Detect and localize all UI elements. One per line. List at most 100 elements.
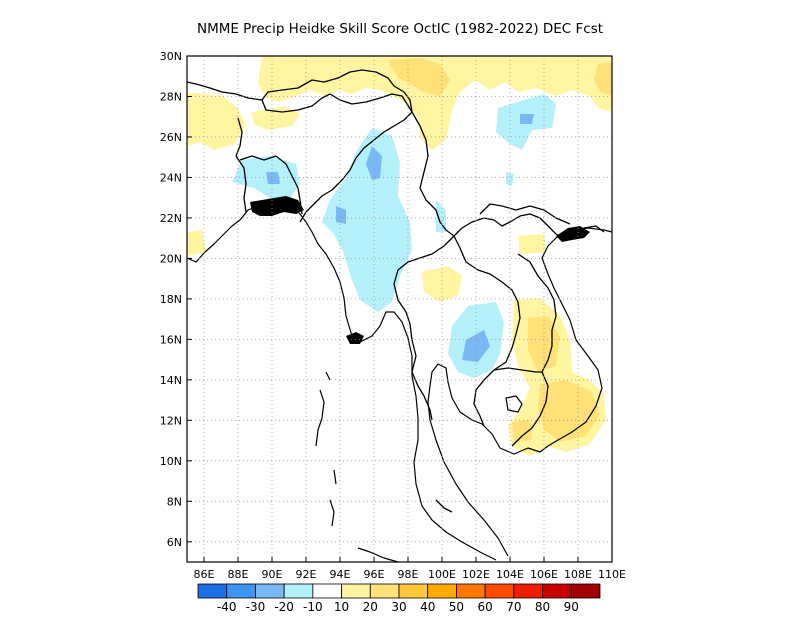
colorbar-swatch — [456, 583, 486, 599]
colorbar-swatch — [369, 583, 400, 599]
shade-myanmar-blue — [366, 146, 382, 180]
lat-tick-label: 24N — [160, 171, 182, 184]
shade-vietnam-yellow-dark — [538, 380, 600, 442]
lon-tick-label: 88E — [228, 568, 249, 581]
coastline-myanmar — [305, 221, 497, 561]
coastline-thailand-gulf — [429, 363, 483, 425]
lon-tick-label: 108E — [564, 568, 592, 581]
lat-tick-label: 10N — [160, 455, 182, 468]
colorbar-swatch — [255, 583, 285, 599]
andaman-islands — [315, 371, 337, 527]
shaded-regions — [187, 56, 612, 456]
colorbar-swatch — [197, 583, 228, 599]
chart-title: NMME Precip Heidke Skill Score OctIC (19… — [196, 21, 604, 37]
coastline-malay-east — [427, 385, 509, 557]
border-laos-vietnam — [517, 253, 557, 373]
border-thailand-malaysia — [435, 499, 453, 513]
sundarbans-fill — [250, 196, 304, 216]
colorbar-swatch — [484, 583, 515, 599]
border-bangladesh — [239, 155, 303, 215]
lon-tick-label: 100E — [428, 568, 456, 581]
colorbar-label: 90 — [564, 600, 579, 614]
border-china-vietnam — [479, 203, 571, 225]
border-thailand-cambodia — [473, 369, 495, 427]
lon-tick-label: 94E — [330, 568, 351, 581]
border-bhutan — [261, 93, 331, 113]
lat-tick-label: 18N — [160, 293, 182, 306]
colorbar-label: 60 — [478, 600, 493, 614]
lat-tick-labels: 6N 8N 10N 12N 14N 16N 18N 20N 22N 24N 26N 28N 30N — [160, 50, 192, 549]
lat-tick-label: 14N — [160, 374, 182, 387]
gridlines — [187, 56, 612, 562]
colorbar-label: -10 — [303, 600, 323, 614]
shade-small-cyan — [506, 172, 514, 186]
shade-small-cyan — [436, 200, 446, 232]
mouth-fill — [346, 332, 364, 344]
shade-myanmar-cyan — [322, 128, 412, 312]
lon-tick-label: 98E — [398, 568, 419, 581]
plot-frame — [186, 55, 613, 563]
shade-thai-blue — [462, 330, 490, 362]
lat-tick-label: 22N — [160, 212, 182, 225]
colorbar-swatch — [341, 583, 371, 599]
shade-bangladesh-cyan — [232, 156, 300, 198]
border-himalaya — [187, 69, 413, 113]
border-india-myanmar — [299, 111, 413, 223]
colorbar-label: -20 — [274, 600, 294, 614]
lat-tick-label: 20N — [160, 252, 182, 265]
colorbar-swatch — [312, 583, 342, 599]
lon-tick-label: 86E — [194, 568, 215, 581]
colorbar-swatch — [513, 583, 543, 599]
lon-tick-label: 106E — [530, 568, 558, 581]
coastline-india-east — [187, 219, 241, 263]
colorbar — [197, 583, 601, 599]
colorbar-swatch — [570, 583, 601, 599]
border-cambodia-vietnam — [511, 371, 549, 447]
lat-tick-label: 26N — [160, 131, 182, 144]
shade-nlaos-yellow — [518, 234, 546, 254]
lon-tick-label: 104E — [496, 568, 524, 581]
lon-tick-label: 90E — [262, 568, 283, 581]
colorbar-swatch — [226, 583, 256, 599]
border-arunachal — [329, 93, 413, 113]
shade-ne-india-yellow — [252, 106, 300, 130]
lat-tick-label: 6N — [167, 536, 182, 549]
coastline-cambodia — [481, 227, 612, 455]
border-myanmar-thailand — [393, 235, 455, 421]
colorbar-swatch — [283, 583, 314, 599]
colorbar-swatch — [398, 583, 429, 599]
lon-tick-label: 102E — [462, 568, 490, 581]
colorbar-label: 30 — [391, 600, 406, 614]
lat-tick-label: 16N — [160, 333, 182, 346]
border-china-laos — [453, 213, 567, 241]
colorbar-label: 10 — [334, 600, 349, 614]
lat-tick-label: 8N — [167, 495, 182, 508]
lon-tick-label: 92E — [296, 568, 317, 581]
border-sikkim — [235, 117, 243, 157]
border-india-bangladesh-west — [235, 155, 247, 213]
colorbar-label: -40 — [217, 600, 237, 614]
shade-west-yellow — [187, 230, 206, 256]
colorbar-label: -30 — [246, 600, 266, 614]
lon-tick-label: 110E — [598, 568, 626, 581]
shade-ne-india-yellow — [187, 92, 246, 150]
shade-north-yellow-dark — [594, 62, 612, 96]
colorbar-label: 50 — [449, 600, 464, 614]
shade-bangladesh-blue — [266, 172, 280, 184]
country-borders — [187, 69, 571, 513]
lon-tick-labels: 86E 88E 90E 92E 94E 96E 98E 100E 102E 104E 106E 108… — [194, 557, 626, 581]
colorbar-swatch — [427, 583, 457, 599]
colorbar-label: 80 — [535, 600, 550, 614]
colorbar-labels: -40 -30 -20 -10 10 20 30 40 50 60 70 80 90 — [217, 600, 579, 614]
shade-north-yellow — [258, 56, 612, 150]
shade-vietnam-yellow-dark — [512, 420, 532, 442]
lon-tick-label: 96E — [364, 568, 385, 581]
dense-coast-fill — [250, 196, 590, 344]
shade-north-yellow-dark — [388, 58, 450, 96]
lake-tonle-sap — [505, 395, 523, 413]
lat-tick-label: 28N — [160, 90, 182, 103]
shade-china-blue — [520, 114, 534, 124]
shade-myanmar-blue — [336, 206, 346, 224]
colorbar-label: 20 — [363, 600, 378, 614]
